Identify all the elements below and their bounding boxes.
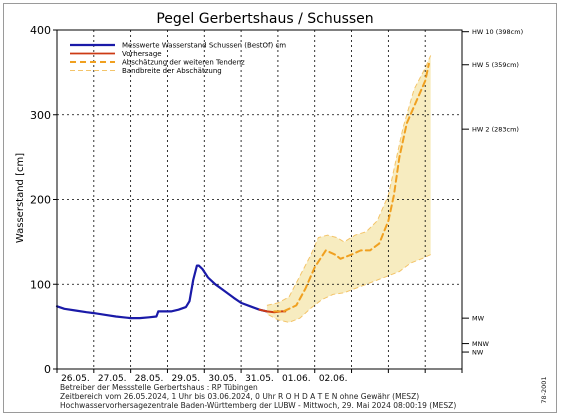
legend-label: Vorhersage bbox=[122, 50, 162, 58]
legend: Messwerte Wasserstand Schussen (BestOf) … bbox=[70, 42, 286, 75]
reference-levels: HW 10 (398cm) HW 5 (359cm) HW 2 (283cm) MW M… bbox=[462, 28, 523, 357]
x-tick-label: 31.05. bbox=[245, 374, 274, 384]
reference-level-label: HW 2 (283cm) bbox=[472, 126, 519, 134]
x-tick-label: 02.06. bbox=[319, 374, 348, 384]
band-area bbox=[266, 55, 431, 323]
x-tick-label: 29.05. bbox=[172, 374, 201, 384]
series-line-1 bbox=[55, 264, 268, 320]
reference-level-label: HW 5 (359cm) bbox=[472, 61, 519, 69]
chart-title: Pegel Gerbertshaus / Schussen bbox=[156, 11, 373, 27]
reference-level-label: HW 10 (398cm) bbox=[472, 28, 523, 36]
reference-level-label: NW bbox=[472, 349, 484, 357]
legend-label: Abschätzung der weiteren Tendenz bbox=[122, 59, 245, 67]
legend-label: Bandbreite der Abschätzung bbox=[122, 67, 222, 75]
y-tick-label: 100 bbox=[30, 278, 51, 291]
chart-frame bbox=[3, 3, 557, 413]
chart-code: 78-2001 bbox=[540, 376, 548, 403]
x-tick-label: 28.05. bbox=[135, 374, 164, 384]
footer-line-3: Hochwasservorhersagezentrale Baden-Württ… bbox=[60, 401, 456, 410]
reference-level-label: MNW bbox=[472, 340, 489, 348]
y-tick-label: 300 bbox=[30, 109, 51, 122]
band-lower-line bbox=[266, 254, 431, 323]
y-tick-label: 400 bbox=[30, 24, 51, 37]
x-tick-label: 26.05. bbox=[61, 374, 90, 384]
y-tick-label: 200 bbox=[30, 194, 51, 207]
grid-layer bbox=[57, 30, 462, 369]
band-upper-line bbox=[266, 55, 432, 306]
band-layer bbox=[266, 55, 432, 323]
x-tick-label: 27.05. bbox=[98, 374, 127, 384]
axis-layer: 0 100 200 300 400 26.05. 27.05. 28.05. 29.05. 30.… bbox=[30, 24, 463, 384]
series-layer bbox=[55, 62, 430, 320]
y-axis-label: Wasserstand [cm] bbox=[15, 153, 26, 243]
x-tick-label: 01.06. bbox=[282, 374, 311, 384]
footer-line-1: Betreiber der Messstelle Gerbertshaus : … bbox=[60, 383, 258, 392]
reference-level-label: MW bbox=[472, 315, 485, 323]
series-line-3 bbox=[273, 62, 430, 313]
footer-line-2: Zeitbereich vom 26.05.2024, 1 Uhr bis 03… bbox=[60, 392, 419, 401]
y-tick-label: 0 bbox=[44, 363, 51, 376]
legend-label: Messwerte Wasserstand Schussen (BestOf) … bbox=[122, 42, 286, 50]
x-tick-label: 30.05. bbox=[208, 374, 237, 384]
